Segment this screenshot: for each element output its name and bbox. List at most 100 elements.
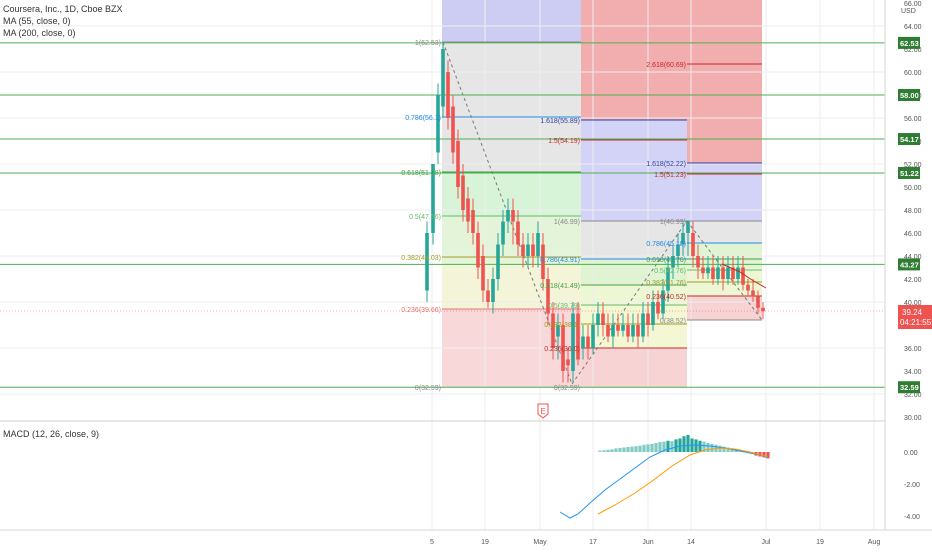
candle: [586, 325, 590, 360]
candle: [661, 279, 665, 320]
candle: [456, 129, 460, 199]
candle: [721, 256, 725, 291]
fib-label: 0.236(40.52): [646, 294, 686, 301]
key-level-label: 54.17: [898, 133, 920, 146]
macd-legend[interactable]: MACD (12, 26, close, 9): [3, 429, 100, 439]
candle: [521, 233, 525, 268]
price-tick: 50.00: [904, 185, 922, 192]
fib-label: 2.618(60.69): [646, 62, 686, 69]
macd-bar: [682, 436, 686, 452]
candle: [491, 267, 495, 314]
price-tick: 56.00: [904, 116, 922, 123]
bar-countdown: 04:21:55: [900, 318, 932, 327]
candlesticks: [425, 43, 765, 383]
key-level-label: 32.59: [898, 381, 920, 394]
candle: [441, 43, 445, 118]
price-tick: 60.00: [904, 70, 922, 77]
macd-tick: -4.00: [904, 514, 920, 521]
macd-line: [559, 444, 769, 519]
fib-label: 0(32.59): [415, 385, 441, 392]
candle: [606, 313, 610, 343]
candle: [621, 313, 625, 337]
macd-bar: [598, 450, 602, 452]
time-axis[interactable]: 5 19 May 17 Jun 14 Jul 19 Aug: [430, 539, 880, 546]
fib-label: 0.382(44.03): [401, 255, 441, 262]
macd-bar: [706, 443, 710, 452]
macd-histogram: [598, 434, 770, 459]
ma-line: [721, 263, 767, 289]
macd-bar: [614, 448, 618, 452]
candle: [711, 256, 715, 285]
time-tick: May: [533, 539, 547, 546]
fib-label: 0.236(36.0): [544, 346, 580, 353]
fib-label: 0.786(45.18): [646, 241, 686, 248]
macd-bar: [666, 440, 670, 452]
fib-label: 0.618(41.49): [540, 283, 580, 290]
candle: [581, 325, 585, 360]
macd-bar: [626, 447, 630, 452]
macd-bar: [730, 448, 734, 452]
macd-bar: [618, 447, 622, 452]
key-level-label: 51.22: [898, 166, 920, 179]
ma200-legend[interactable]: MA (200, close, 0): [3, 28, 76, 38]
macd-bar: [654, 443, 658, 452]
price-axis[interactable]: 66.0064.0062.0060.0058.0056.0054.0052.00…: [904, 1, 922, 422]
macd-tick: -2.00: [904, 482, 920, 489]
macd-bar: [694, 439, 698, 452]
macd-bar: [634, 446, 638, 452]
macd-axis[interactable]: 0.00 -2.00 -4.00: [904, 450, 920, 521]
candle: [501, 210, 505, 256]
candle: [571, 302, 575, 383]
current-price: 39.24: [902, 308, 923, 317]
candle: [681, 221, 685, 256]
candle: [561, 313, 565, 383]
price-tick: 30.00: [904, 415, 922, 422]
fib-labels: 1(62.53) 0.786(56.1) 0.618(51.48) 0.5(47.56…: [401, 40, 686, 392]
macd-bar: [726, 447, 730, 452]
candle: [631, 313, 635, 343]
time-tick: Aug: [868, 539, 881, 546]
candle: [676, 233, 680, 268]
fib-label: 0.5(47.56): [409, 214, 441, 221]
fib-label: 1.618(52.22): [646, 161, 686, 168]
price-tick: 48.00: [904, 208, 922, 215]
fib-label: 0.5(42.76): [654, 268, 686, 275]
time-tick: 19: [816, 539, 824, 546]
price-tick: 46.00: [904, 231, 922, 238]
fib-label: 1.618(55.89): [540, 118, 580, 125]
candle: [526, 233, 530, 268]
candle: [431, 164, 435, 245]
price-tick: 62.00: [904, 47, 922, 54]
price-tick: 40.00: [904, 300, 922, 307]
candle: [651, 290, 655, 331]
macd-bar: [702, 441, 706, 452]
candle: [691, 221, 695, 268]
price-tick: 42.00: [904, 277, 922, 284]
candle: [761, 302, 765, 320]
earnings-marker[interactable]: E: [537, 403, 549, 419]
candle: [476, 221, 480, 279]
macd-bar: [662, 441, 666, 452]
svg-text:32.59: 32.59: [900, 383, 919, 392]
candle: [626, 313, 630, 343]
candle: [756, 290, 760, 314]
candle: [486, 279, 490, 308]
candle: [516, 210, 520, 256]
macd-bar: [610, 449, 614, 452]
fib-label: 0.786(56.1): [405, 115, 441, 122]
macd-signal-line: [597, 447, 769, 515]
svg-text:54.17: 54.17: [900, 135, 919, 144]
time-tick: 14: [687, 539, 695, 546]
macd-bar: [670, 441, 674, 452]
price-tick: 44.00: [904, 254, 922, 261]
symbol-title[interactable]: Coursera, Inc., 1D, Cboe BZX: [3, 4, 123, 14]
candle: [696, 244, 700, 279]
fib-label: 0.5(39.79): [548, 303, 580, 310]
ma55-legend[interactable]: MA (55, close, 0): [3, 16, 71, 26]
fib-label: 0.618(43.76): [646, 257, 686, 264]
candle: [596, 302, 600, 337]
fib-lines: [442, 41, 762, 349]
candle: [616, 313, 620, 337]
